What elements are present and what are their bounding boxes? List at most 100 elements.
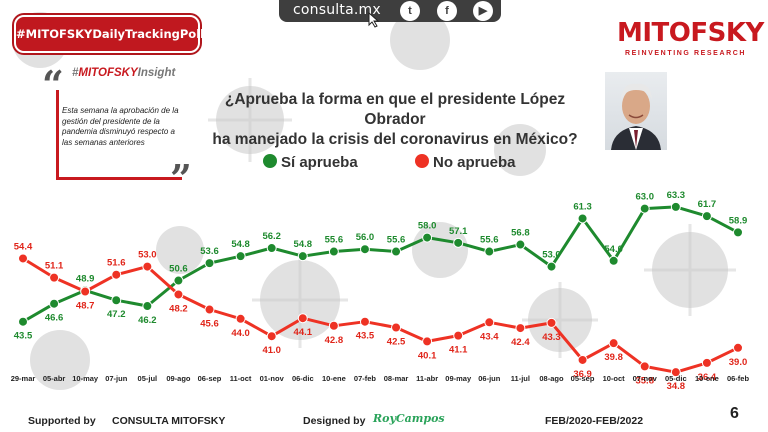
data-point-approve xyxy=(670,201,681,212)
data-point-disapprove xyxy=(80,286,91,297)
chart-title-line-1: ¿Aprueba la forma en que el presidente L… xyxy=(224,91,566,128)
hashtag-label: #MITOFSKYDailyTrackingPoll xyxy=(16,27,205,41)
site-link[interactable]: consulta.mx xyxy=(293,2,381,18)
data-label-disapprove: 42.4 xyxy=(511,337,530,348)
facebook-icon[interactable]: f xyxy=(437,1,457,21)
x-tick-label: 08-mar xyxy=(384,374,409,383)
chart-title: ¿Aprueba la forma en que el presidente L… xyxy=(210,90,580,150)
data-point-disapprove xyxy=(49,272,60,283)
data-label-disapprove: 41.0 xyxy=(262,345,281,356)
data-point-approve xyxy=(359,244,370,255)
data-label-approve: 56.8 xyxy=(511,228,530,239)
data-point-approve xyxy=(266,243,277,254)
insight-text: Esta semana la aprobación de la gestión … xyxy=(62,106,179,147)
virus-decoration xyxy=(652,232,728,308)
supported-by-label: Supported by xyxy=(28,415,96,427)
data-point-disapprove xyxy=(733,342,743,353)
cursor-icon xyxy=(368,12,380,28)
data-label-approve: 55.6 xyxy=(480,235,499,246)
legend-dot-approve xyxy=(263,154,277,168)
twitter-icon[interactable]: t xyxy=(400,1,420,21)
x-tick-label: 01-nov xyxy=(260,374,285,383)
sponsor-name: CONSULTA MITOFSKY xyxy=(112,415,226,427)
virus-decoration xyxy=(528,288,592,352)
x-tick-label: 10-ene xyxy=(322,374,346,383)
insight-title: #MITOFSKYInsight xyxy=(72,67,176,79)
legend-label-disapprove: No aprueba xyxy=(433,154,516,171)
data-label-approve: 54.8 xyxy=(294,239,313,250)
data-label-approve: 54.0 xyxy=(604,244,623,255)
social-bar: consulta.mx t f ▶ xyxy=(279,0,501,22)
data-label-approve: 58.0 xyxy=(418,221,437,232)
page-number: 6 xyxy=(730,405,739,422)
legend-dot-disapprove xyxy=(415,154,429,168)
series-line-disapprove xyxy=(22,257,739,374)
data-point-approve xyxy=(235,251,246,262)
data-label-approve: 61.3 xyxy=(573,201,592,212)
data-label-disapprove: 39.0 xyxy=(729,357,748,368)
x-tick-label: 06-jun xyxy=(478,374,501,383)
data-label-disapprove: 36.9 xyxy=(573,369,592,380)
series-line-approve xyxy=(22,205,739,323)
data-point-disapprove xyxy=(204,304,215,315)
chart-title-line-2: ha manejado la crisis del coronavirus en… xyxy=(212,131,578,148)
data-point-disapprove xyxy=(391,322,402,333)
data-label-approve: 55.6 xyxy=(387,235,406,246)
data-label-disapprove: 54.4 xyxy=(14,241,33,252)
data-point-approve xyxy=(546,261,557,272)
data-point-disapprove xyxy=(235,313,246,324)
virus-decoration xyxy=(260,260,340,340)
data-label-approve: 47.2 xyxy=(107,309,126,320)
legend-label-approve: Sí aprueba xyxy=(281,154,358,171)
x-tick-label: 11-jul xyxy=(511,374,530,383)
data-label-approve: 55.6 xyxy=(325,235,344,246)
data-label-disapprove: 40.1 xyxy=(418,350,437,361)
data-point-approve xyxy=(484,246,495,257)
data-point-disapprove xyxy=(639,361,650,372)
data-label-approve: 50.6 xyxy=(169,264,188,275)
data-label-disapprove: 48.7 xyxy=(76,301,95,312)
data-point-approve xyxy=(733,227,743,238)
data-point-disapprove xyxy=(328,320,339,331)
x-tick-label: 10-oct xyxy=(603,374,626,383)
data-point-approve xyxy=(142,301,153,312)
data-label-disapprove: 36.4 xyxy=(698,372,717,383)
data-label-approve: 56.0 xyxy=(356,232,375,243)
data-label-disapprove: 42.5 xyxy=(387,337,406,348)
data-label-disapprove: 41.1 xyxy=(449,345,468,356)
data-point-disapprove xyxy=(142,261,153,272)
x-tick-label: 07-jun xyxy=(105,374,128,383)
president-photo-illustration xyxy=(611,83,661,150)
x-tick-label: 05-abr xyxy=(43,374,66,383)
virus-decoration xyxy=(216,86,284,154)
data-point-approve xyxy=(204,258,215,269)
data-point-approve xyxy=(18,316,28,327)
data-label-approve: 43.5 xyxy=(14,331,33,342)
data-point-disapprove xyxy=(546,317,557,328)
designed-by-label: Designed by xyxy=(303,415,366,427)
data-point-disapprove xyxy=(359,316,370,327)
data-point-disapprove xyxy=(422,336,433,347)
data-label-disapprove: 43.4 xyxy=(480,331,499,342)
data-point-approve xyxy=(577,213,588,224)
data-point-disapprove xyxy=(111,269,122,280)
data-label-disapprove: 51.1 xyxy=(45,261,64,272)
data-label-disapprove: 35.8 xyxy=(635,375,654,386)
x-tick-label: 07-nov xyxy=(633,374,658,383)
period-label: FEB/2020-FEB/2022 xyxy=(545,415,644,427)
data-label-disapprove: 45.6 xyxy=(200,319,219,330)
data-point-approve xyxy=(328,246,339,257)
data-point-disapprove xyxy=(18,253,28,264)
x-tick-label: 29-mar xyxy=(11,374,36,383)
mitofsky-logo: MITOFSKY xyxy=(617,18,764,48)
virus-decoration xyxy=(390,10,450,70)
data-point-disapprove xyxy=(173,289,184,300)
data-label-approve: 63.0 xyxy=(635,192,654,203)
data-point-disapprove xyxy=(577,354,588,365)
x-tick-label: 07-feb xyxy=(354,374,377,383)
data-point-approve xyxy=(701,211,712,222)
youtube-icon[interactable]: ▶ xyxy=(473,1,493,21)
